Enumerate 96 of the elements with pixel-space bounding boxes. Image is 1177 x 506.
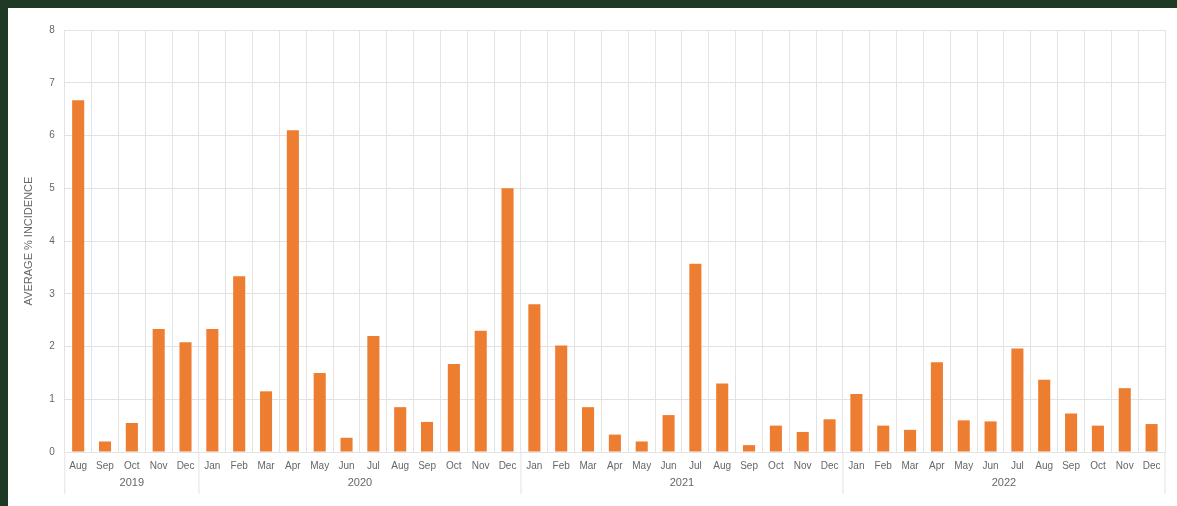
bar [957, 420, 970, 452]
bar [72, 100, 85, 452]
x-tick-label: Sep [96, 459, 115, 471]
x-tick-label: Sep [1062, 459, 1081, 471]
bar [421, 421, 434, 452]
x-tick-label: Jun [660, 459, 677, 471]
x-tick-label: Mar [579, 459, 598, 471]
x-tick-label: Nov [471, 459, 490, 471]
bar [367, 335, 380, 452]
bar [1091, 425, 1104, 452]
x-tick-label: Jan [526, 459, 543, 471]
x-tick-label: Jul [1011, 459, 1024, 471]
x-tick-label: May [310, 459, 330, 471]
x-tick-label: Sep [740, 459, 759, 471]
text: 2022 [991, 476, 1017, 489]
bar [152, 329, 165, 452]
x-tick-label: Mar [257, 459, 276, 471]
text: 2020 [347, 476, 373, 489]
x-tick-label: Apr [285, 459, 302, 471]
x-tick-label: Aug [713, 459, 732, 471]
bar [501, 188, 514, 452]
x-tick-label: Sep [418, 459, 437, 471]
x-tick-label: Jun [982, 459, 999, 471]
bar [447, 363, 460, 452]
bar [555, 345, 568, 452]
bar [850, 393, 863, 452]
bar [689, 263, 702, 452]
bar [984, 421, 997, 452]
bar [823, 419, 836, 452]
y-axis-title: AVERAGE % INCIDENCE [21, 176, 34, 306]
x-tick-label: Aug [69, 459, 88, 471]
bar [286, 130, 299, 452]
x-tick-label: Dec [498, 459, 517, 471]
bar [206, 329, 219, 452]
bar [340, 437, 353, 452]
x-tick-label: Feb [552, 459, 571, 471]
bar [1038, 379, 1051, 452]
x-tick-label: Aug [1035, 459, 1054, 471]
y-tick-label: 4 [49, 234, 56, 246]
x-tick-label: Oct [124, 459, 140, 471]
text: 2021 [669, 476, 695, 489]
y-tick-label: 8 [49, 23, 56, 35]
x-tick-label: Oct [1090, 459, 1106, 471]
y-tick-label: 0 [49, 445, 56, 457]
bar [259, 391, 273, 452]
y-tick-label: 3 [49, 287, 56, 299]
x-tick-label: Jul [366, 459, 380, 471]
bar [662, 415, 675, 452]
bar [125, 422, 138, 452]
bar [796, 431, 809, 452]
x-tick-label: Apr [607, 459, 624, 471]
x-tick-label: Apr [929, 459, 946, 471]
y-tick-label: 2 [49, 340, 56, 352]
x-tick-label: Nov [149, 459, 168, 471]
bar [582, 407, 595, 452]
y-tick-label: 5 [49, 182, 56, 193]
x-tick-label: Nov [1115, 459, 1134, 471]
bar [608, 434, 621, 452]
x-tick-label: May [954, 459, 974, 471]
bar [1065, 413, 1078, 452]
x-tick-label: Dec [1142, 459, 1161, 471]
y-tick-label: 1 [49, 393, 56, 404]
x-tick-label: Jan [848, 459, 865, 471]
x-tick-label: Nov [793, 459, 812, 471]
x-tick-label: Jan [204, 459, 221, 471]
bar [313, 372, 326, 452]
bar [930, 362, 943, 452]
x-tick-label: Dec [176, 459, 195, 471]
x-tick-label: Jul [688, 459, 702, 471]
y-tick-label: 7 [49, 76, 56, 88]
x-tick-label: May [632, 459, 652, 471]
bar [877, 425, 890, 452]
x-tick-label: Oct [446, 459, 462, 471]
bar [179, 342, 192, 452]
bar [743, 445, 756, 452]
x-tick-label: Feb [874, 459, 893, 471]
bar [1145, 424, 1158, 452]
bar [769, 425, 782, 452]
x-tick-label: Jun [338, 459, 355, 471]
bar [1118, 388, 1131, 452]
x-tick-label: Aug [391, 459, 410, 471]
bar [635, 441, 648, 452]
x-tick-label: Dec [820, 459, 839, 471]
x-tick-label: Feb [230, 459, 249, 471]
bar [528, 304, 541, 452]
text: 2019 [119, 476, 145, 489]
bar [233, 276, 246, 452]
bar [474, 330, 487, 452]
bar [98, 441, 112, 452]
bar [904, 429, 917, 452]
bar [716, 383, 729, 452]
bar [1011, 348, 1024, 452]
x-tick-label: Oct [768, 459, 784, 471]
bar [394, 407, 407, 452]
x-tick-label: Mar [901, 459, 920, 471]
y-tick-label: 6 [49, 129, 56, 141]
